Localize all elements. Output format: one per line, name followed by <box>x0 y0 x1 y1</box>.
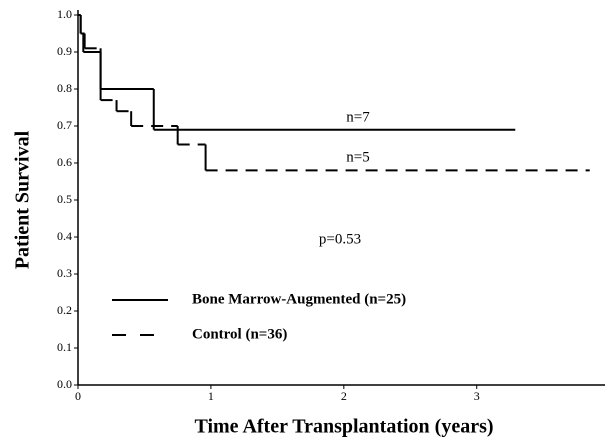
y-tick-label: 0.9 <box>57 44 72 58</box>
y-tick-label: 0.4 <box>57 229 72 243</box>
annotation: n=5 <box>346 149 369 165</box>
y-tick-label: 0.2 <box>57 303 72 317</box>
y-tick-label: 0.5 <box>57 192 72 206</box>
legend-label: Control (n=36) <box>192 326 287 342</box>
y-tick-label: 0.6 <box>57 155 72 169</box>
y-axis-title: Patient Survival <box>12 130 34 269</box>
x-tick-label: 3 <box>474 389 480 403</box>
y-tick-label: 0.3 <box>57 266 72 280</box>
y-tick-label: 0.1 <box>57 340 72 354</box>
annotation: n=7 <box>346 109 370 125</box>
annotation: p=0.53 <box>319 231 361 247</box>
y-tick-label: 1.0 <box>57 7 72 21</box>
y-tick-label: 0.0 <box>57 377 72 391</box>
legend-label: Bone Marrow-Augmented (n=25) <box>192 291 406 307</box>
y-tick-label: 0.7 <box>57 118 72 132</box>
x-tick-label: 0 <box>75 389 81 403</box>
x-tick-label: 2 <box>341 389 347 403</box>
x-tick-label: 1 <box>208 389 214 403</box>
x-axis-title: Time After Transplantation (years) <box>194 416 493 438</box>
y-tick-label: 0.8 <box>57 81 72 95</box>
